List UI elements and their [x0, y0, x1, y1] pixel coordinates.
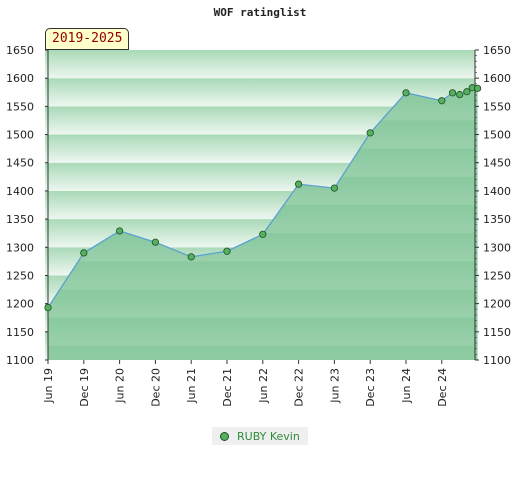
y-tick-label-right: 1100: [483, 354, 511, 367]
axes: 1100 1100 1150 1150 1200 1200 1250 1250 1300 1300…: [6, 44, 511, 407]
y-tick-label-left: 1650: [6, 44, 34, 57]
y-tick-label-left: 1150: [6, 326, 34, 339]
y-tick-label-left: 1200: [6, 298, 34, 311]
x-tick-label: Dec 24: [436, 368, 449, 407]
chart-title: WOF ratinglist: [213, 6, 307, 19]
legend-label: RUBY Kevin: [237, 429, 300, 443]
y-tick-label-right: 1150: [483, 326, 511, 339]
legend[interactable]: RUBY Kevin: [212, 427, 308, 445]
x-tick-label: Dec 20: [149, 368, 162, 407]
y-tick-label-right: 1200: [483, 298, 511, 311]
y-tick-label-left: 1450: [6, 157, 34, 170]
y-tick-label-right: 1450: [483, 157, 511, 170]
y-tick-label-left: 1600: [6, 72, 34, 85]
area-stripe: [48, 331, 475, 346]
x-tick-label: Jun 21: [185, 368, 198, 404]
x-tick-label: Dec 19: [78, 368, 91, 407]
data-point: [80, 249, 88, 257]
data-point: [402, 89, 410, 97]
y-tick-label-right: 1550: [483, 100, 511, 113]
data-point: [473, 84, 482, 92]
y-tick-label-left: 1500: [6, 129, 34, 142]
area-stripe: [48, 303, 475, 318]
data-point: [187, 253, 195, 261]
y-tick-label-left: 1300: [6, 241, 34, 254]
area-stripe: [48, 275, 475, 290]
y-tick-label-left: 1400: [6, 185, 34, 198]
data-point: [259, 230, 267, 238]
data-point: [366, 129, 374, 137]
data-point: [294, 180, 303, 188]
data-point: [116, 227, 124, 235]
data-points: [44, 84, 482, 312]
data-point: [448, 89, 457, 97]
y-tick-label-left: 1350: [6, 213, 34, 226]
y-tick-label-left: 1550: [6, 100, 34, 113]
y-tick-label-right: 1300: [483, 241, 511, 254]
y-tick-label-right: 1500: [483, 129, 511, 142]
x-tick-label: Jun 24: [400, 368, 413, 404]
x-tick-label: Dec 22: [293, 368, 306, 407]
y-tick-label-right: 1350: [483, 213, 511, 226]
background-band: [45, 50, 475, 79]
x-tick-label: Jun 20: [114, 368, 127, 404]
area-path: [48, 87, 478, 360]
x-tick-label: Jun 22: [257, 368, 270, 404]
x-tick-label: Jun 23: [328, 368, 341, 404]
x-tick-label: Dec 21: [221, 368, 234, 407]
y-tick-label-left: 1250: [6, 269, 34, 282]
x-tick-label: Dec 23: [364, 368, 377, 407]
data-point: [330, 184, 338, 192]
y-tick-label-left: 1100: [6, 354, 34, 367]
data-point: [438, 97, 446, 105]
y-tick-label-right: 1650: [483, 44, 511, 57]
y-tick-label-right: 1600: [483, 72, 511, 85]
x-tick-label: Jun 19: [42, 368, 55, 404]
y-tick-label-right: 1400: [483, 185, 511, 198]
period-badge: 2019-2025: [45, 28, 130, 50]
data-point: [151, 238, 159, 246]
data-point: [223, 247, 231, 255]
data-point: [44, 303, 52, 312]
data-point: [456, 90, 464, 99]
data-point: [463, 88, 471, 96]
legend-marker: [220, 431, 229, 441]
area-stripe: [48, 247, 475, 262]
y-tick-label-right: 1250: [483, 269, 511, 282]
